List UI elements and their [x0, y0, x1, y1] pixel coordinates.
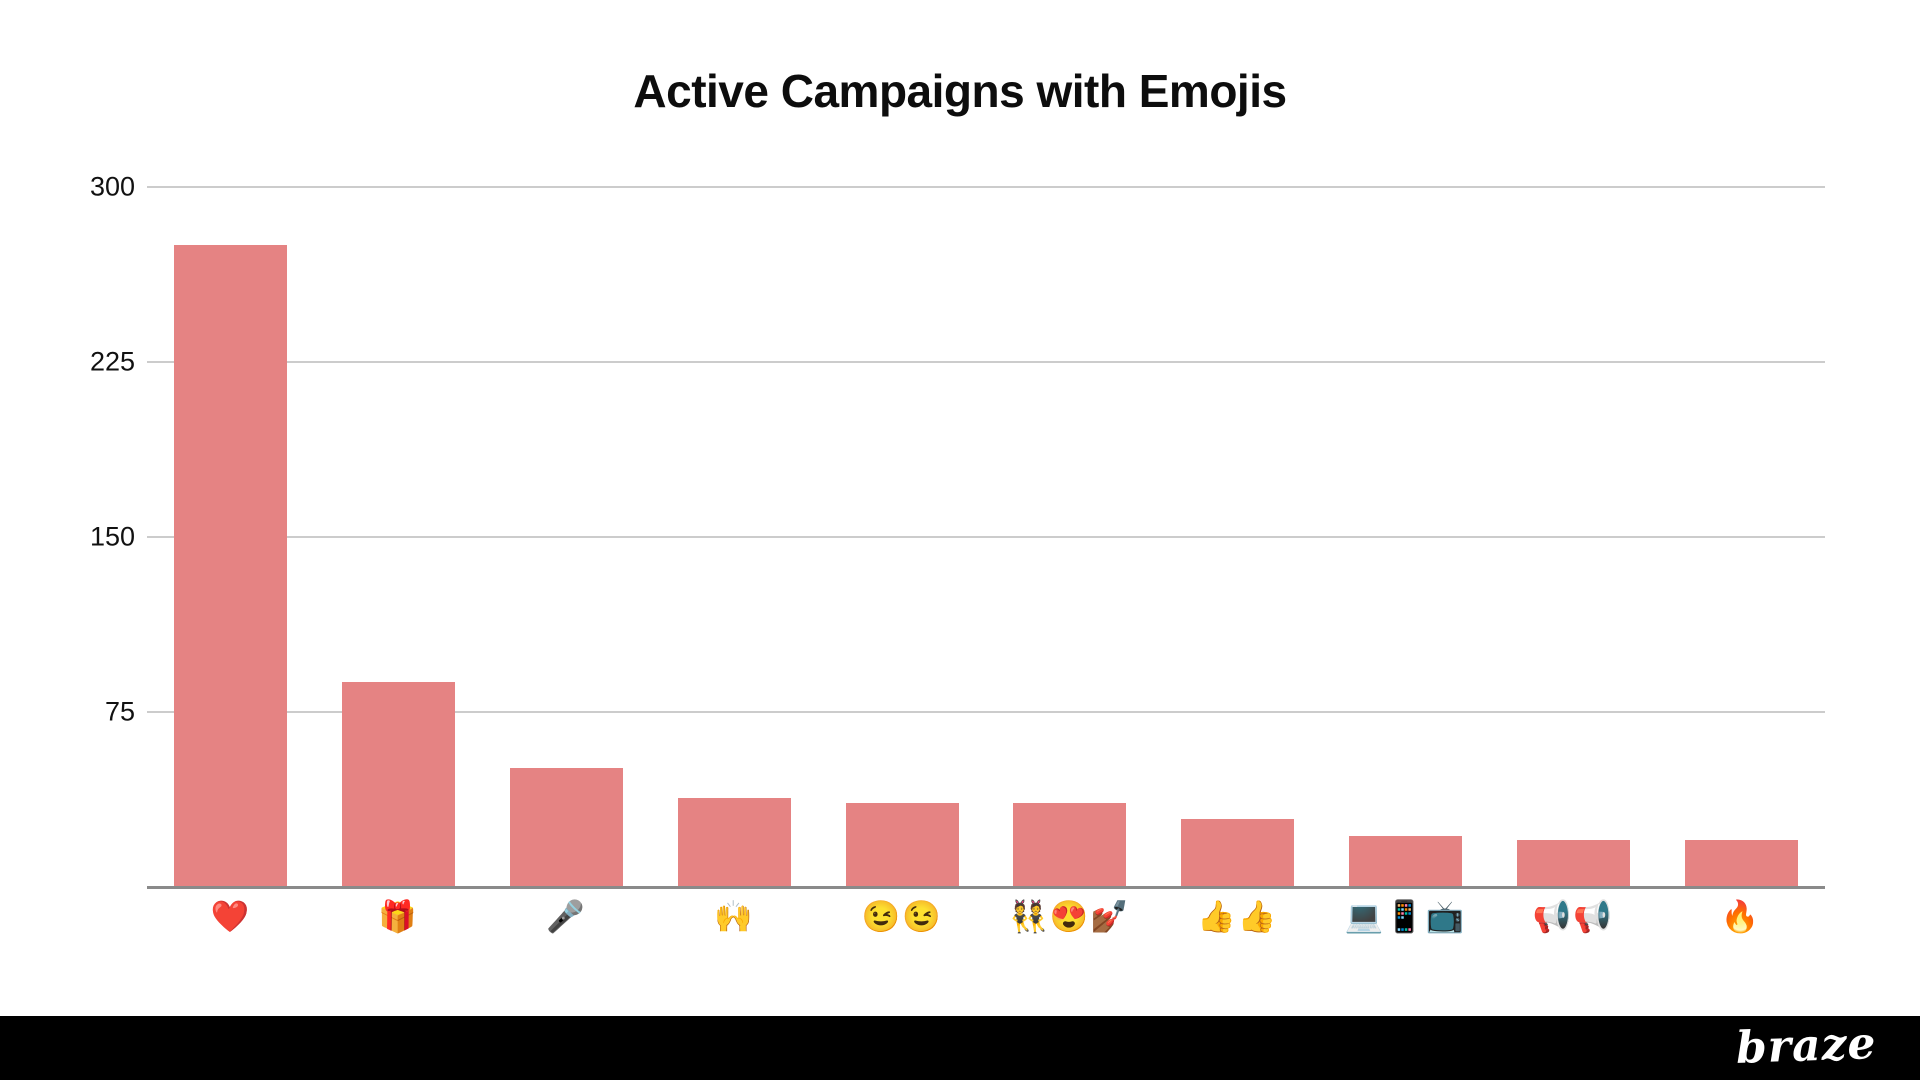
bar-slot	[818, 187, 986, 887]
x-label-gift: 🎁	[378, 899, 419, 934]
braze-logo: braze	[1734, 1018, 1877, 1074]
chart-title: Active Campaigns with Emojis	[633, 65, 1287, 117]
bar-chart: 300 225 150 75 ❤️ 🎁 🎤 🙌 😉😉 👯😍💅🏾 👍👍 💻📱📺 📢📢 🔥	[90, 172, 1825, 934]
x-label-winking-faces: 😉😉	[861, 899, 943, 934]
x-label-loudspeakers: 📢📢	[1532, 899, 1614, 934]
x-label-red-heart: ❤️	[210, 899, 252, 934]
bar-slot	[1657, 187, 1825, 887]
bar-slot	[315, 187, 483, 887]
bar-slot	[986, 187, 1154, 887]
x-axis-labels: ❤️ 🎁 🎤 🙌 😉😉 👯😍💅🏾 👍👍 💻📱📺 📢📢 🔥	[147, 897, 1825, 937]
bar-slot	[483, 187, 651, 887]
bar-raising-hands	[677, 798, 791, 887]
x-label-microphone: 🎤	[546, 899, 587, 934]
y-gridline: 75	[105, 697, 1825, 727]
bar-gift	[342, 681, 456, 887]
x-label-dancers-hearteyes-nails: 👯😍💅🏾	[1008, 899, 1131, 934]
bar-slot	[147, 187, 315, 887]
bar-slot	[650, 187, 818, 887]
bar-laptop-phone-tv	[1348, 835, 1462, 887]
bar-fire	[1684, 840, 1798, 887]
y-gridline: 150	[90, 522, 1825, 552]
x-label-thumbs-up-pair: 👍👍	[1197, 899, 1279, 934]
y-tick-label: 75	[104, 696, 135, 727]
bar-red-heart	[174, 245, 288, 887]
bar-slot	[1154, 187, 1322, 887]
bar-thumbs-up-pair	[1181, 819, 1295, 887]
bar-slot	[1489, 187, 1657, 887]
x-label-fire: 🔥	[1720, 899, 1762, 934]
y-gridline: 225	[90, 347, 1825, 377]
x-label-raising-hands: 🙌	[713, 899, 755, 934]
bar-dancers-hearteyes-nails	[1013, 803, 1127, 887]
bar-slot	[1322, 187, 1490, 887]
y-tick-label: 300	[89, 171, 135, 202]
bar-microphone	[509, 768, 623, 887]
x-label-laptop-phone-tv: 💻📱📺	[1344, 899, 1467, 934]
x-axis-line	[147, 886, 1825, 889]
y-tick-label: 150	[89, 521, 135, 552]
plot-area	[147, 187, 1825, 887]
footer-bar: braze	[0, 1016, 1920, 1080]
bar-loudspeakers	[1516, 840, 1630, 887]
bar-winking-faces	[845, 803, 959, 887]
y-tick-label: 225	[89, 346, 135, 377]
y-gridline: 300	[90, 172, 1825, 202]
